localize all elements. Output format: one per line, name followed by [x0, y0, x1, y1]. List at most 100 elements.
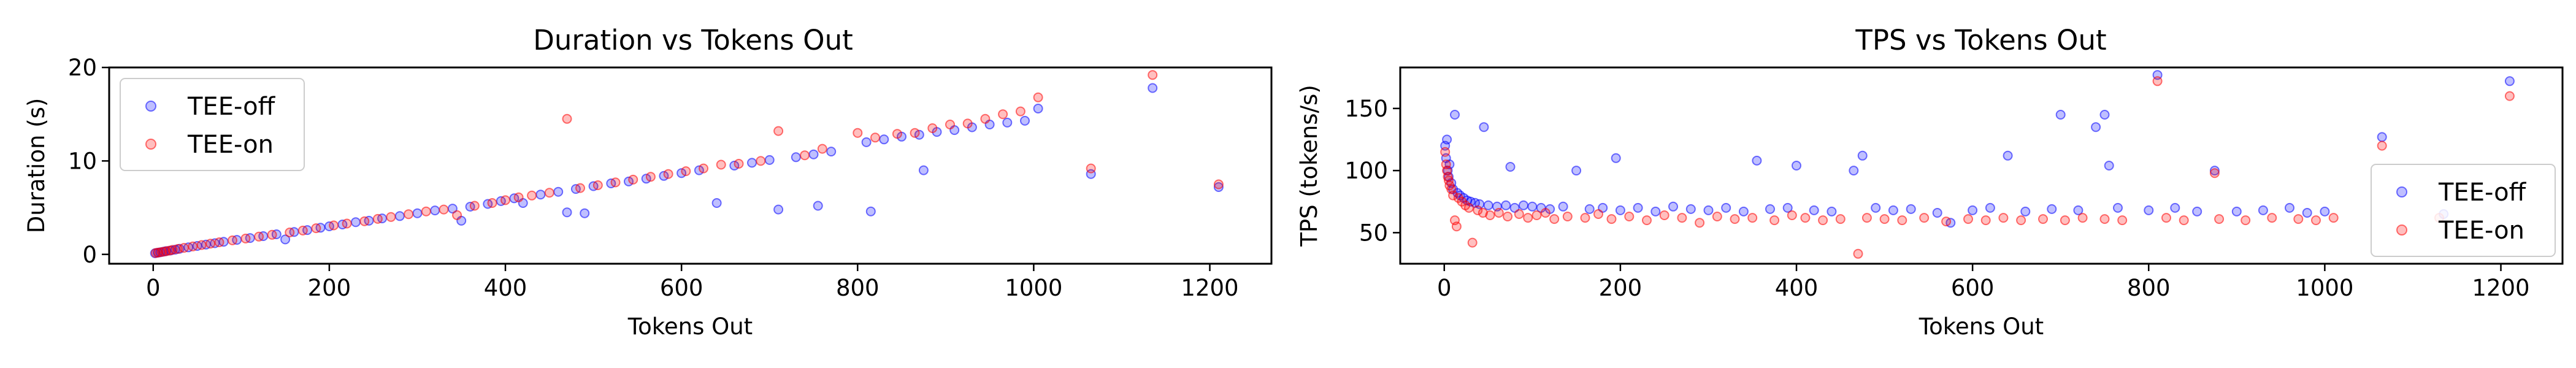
- data-point: [2377, 132, 2387, 142]
- data-point: [681, 166, 691, 177]
- legend-marker: [145, 101, 156, 112]
- data-point: [157, 247, 167, 257]
- y-axis-label: TPS (tokens/s): [1296, 85, 1322, 247]
- data-point: [2241, 215, 2251, 226]
- data-point: [1998, 213, 2009, 223]
- data-point: [2209, 166, 2220, 176]
- data-point: [773, 126, 784, 136]
- data-point: [487, 198, 497, 208]
- data-point: [962, 118, 973, 129]
- x-tick-label: 200: [308, 275, 351, 301]
- data-point: [2099, 110, 2110, 120]
- data-point: [1782, 202, 1793, 213]
- data-point: [2047, 204, 2057, 214]
- data-point: [1659, 210, 1669, 220]
- x-tick-label: 0: [146, 275, 161, 301]
- data-point: [1677, 213, 1687, 223]
- data-point: [711, 198, 722, 208]
- data-point: [980, 113, 991, 124]
- data-point: [1985, 202, 1995, 213]
- data-point: [1897, 215, 1907, 226]
- data-point: [1440, 147, 1451, 157]
- data-point: [1861, 213, 1872, 223]
- data-point: [1527, 201, 1538, 212]
- data-point: [2117, 215, 2128, 226]
- data-point: [791, 152, 801, 163]
- x-tick-label: 1000: [2296, 275, 2353, 301]
- x-ticks: 0 200 400 600 800 1000 1200: [1437, 264, 2530, 301]
- data-point: [394, 211, 405, 221]
- chart-title: TPS vs Tokens Out: [1855, 24, 2106, 56]
- data-point: [800, 150, 810, 161]
- data-point: [1650, 206, 1661, 217]
- data-point: [813, 201, 823, 211]
- data-point: [240, 233, 251, 243]
- data-point: [1730, 214, 1740, 224]
- data-point: [1493, 208, 1504, 218]
- data-point: [1549, 214, 1560, 224]
- data-point: [1519, 200, 1528, 210]
- data-point: [2060, 215, 2070, 226]
- data-point: [2311, 215, 2321, 226]
- x-tick-label: 0: [1437, 275, 1452, 301]
- data-point: [562, 207, 572, 218]
- data-point: [716, 159, 726, 170]
- x-tick-label: 400: [484, 275, 527, 301]
- data-point: [756, 156, 766, 166]
- y-tick-label: 50: [1359, 220, 1388, 246]
- y-tick-label: 20: [68, 55, 97, 81]
- data-point: [1033, 104, 1043, 113]
- data-point: [817, 144, 827, 154]
- legend-label: TEE-off: [187, 93, 276, 121]
- data-point: [1467, 237, 1478, 248]
- series-tee-on: [151, 70, 1224, 258]
- data-point: [1853, 248, 1863, 259]
- data-point: [513, 192, 524, 202]
- data-point: [2231, 206, 2242, 217]
- x-tick-label: 1200: [2472, 275, 2529, 301]
- data-point: [1540, 208, 1551, 218]
- data-point: [1879, 214, 1890, 224]
- data-point: [1932, 208, 1942, 218]
- data-point: [214, 237, 224, 247]
- data-point: [2038, 214, 2048, 224]
- data-point: [1020, 115, 1030, 126]
- data-point: [1451, 221, 1462, 232]
- data-point: [575, 183, 585, 193]
- x-tick-label: 800: [2127, 275, 2171, 301]
- data-point: [2003, 150, 2013, 161]
- legend-box: [2371, 164, 2556, 257]
- data-point: [1685, 204, 1696, 214]
- data-point: [1857, 150, 1868, 161]
- data-point: [2293, 214, 2304, 224]
- data-point: [998, 109, 1008, 120]
- data-point: [1980, 215, 1991, 226]
- data-point: [527, 190, 537, 201]
- data-point: [1963, 214, 1973, 224]
- data-point: [452, 210, 462, 220]
- data-point: [1752, 155, 1762, 166]
- data-point: [1792, 161, 1801, 171]
- data-point: [469, 201, 480, 211]
- x-tick-label: 400: [1775, 275, 1819, 301]
- data-point: [160, 246, 171, 256]
- data-point: [1485, 210, 1495, 220]
- data-point: [945, 120, 955, 129]
- data-point: [1738, 206, 1749, 217]
- x-axis-label: Tokens Out: [627, 313, 753, 340]
- data-point: [285, 228, 295, 237]
- data-point: [663, 169, 673, 179]
- data-point: [1721, 202, 1731, 213]
- data-point: [1835, 214, 1846, 224]
- data-point: [1002, 117, 1013, 128]
- data-point: [2328, 213, 2339, 223]
- data-point: [2170, 202, 2180, 213]
- x-ticks: 0 200 400 600 800 1000 1200: [146, 264, 1239, 301]
- data-point: [254, 231, 264, 242]
- data-point: [610, 177, 621, 188]
- data-point: [205, 239, 216, 249]
- plot-frame: [108, 66, 1273, 265]
- data-point: [2091, 122, 2101, 132]
- data-point: [359, 216, 370, 226]
- data-point: [535, 190, 546, 200]
